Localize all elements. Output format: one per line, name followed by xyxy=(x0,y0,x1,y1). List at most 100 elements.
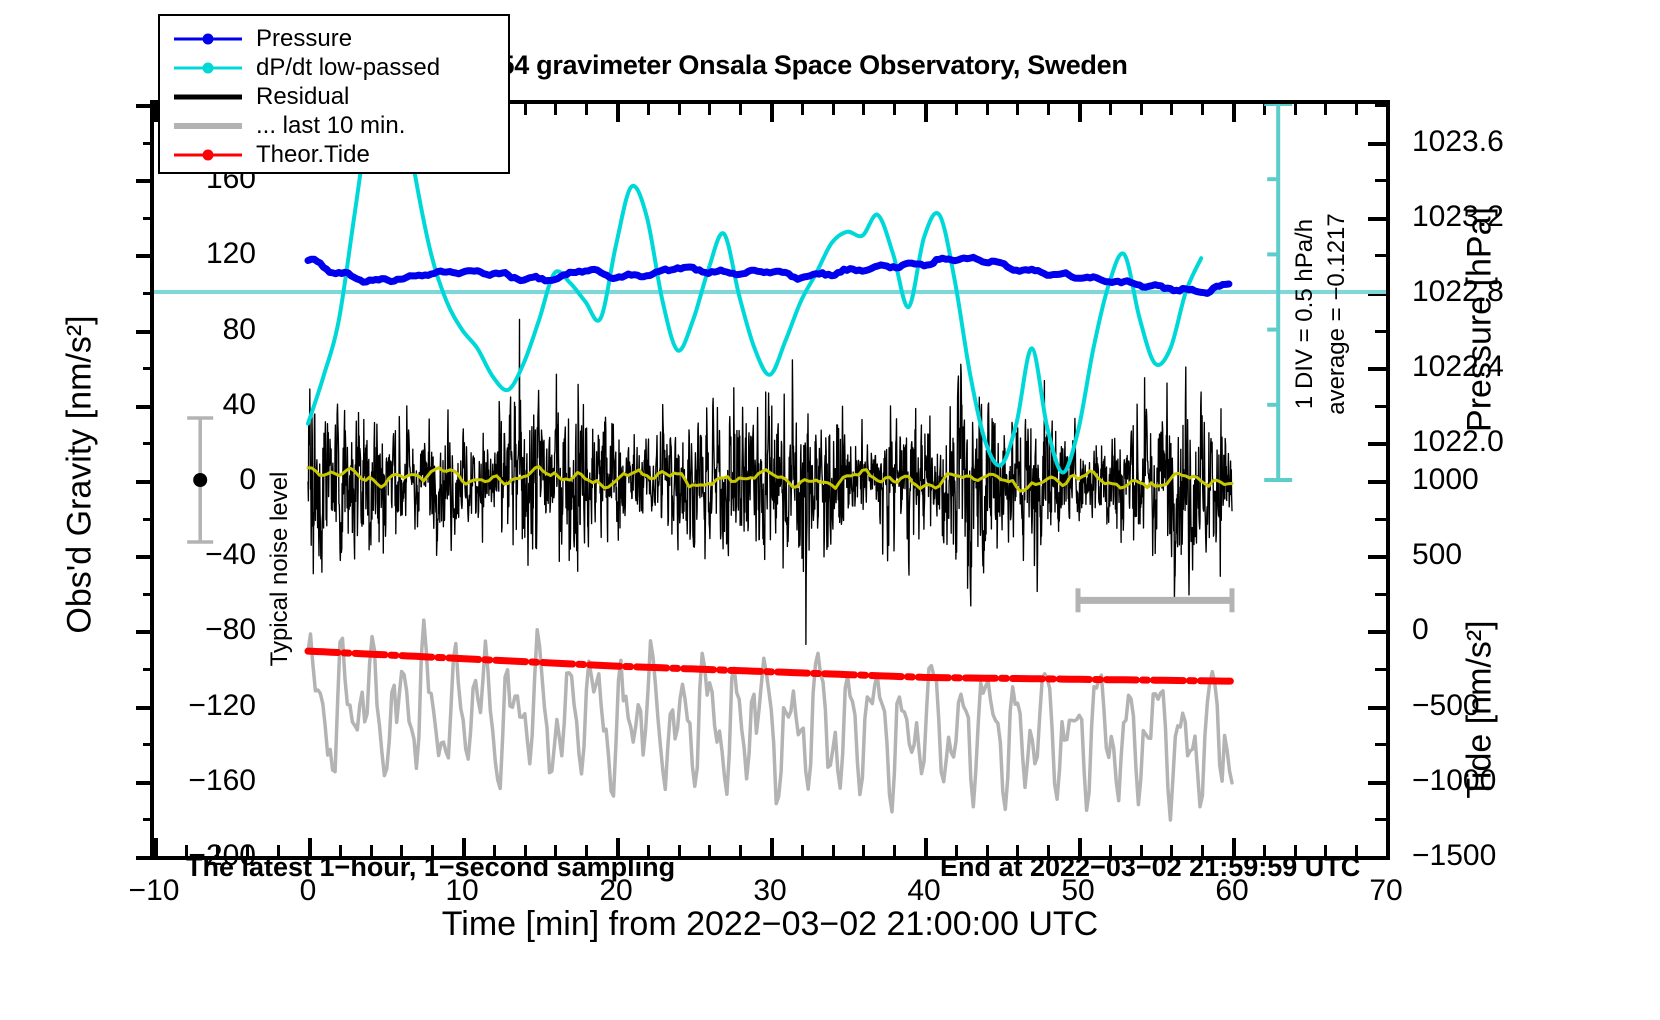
data-series-svg xyxy=(154,104,1386,822)
pressure-tick xyxy=(1368,216,1386,221)
y-ticklabel: 80 xyxy=(222,312,256,346)
x-axis-label: Time [min] from 2022−03−02 21:00:00 UTC xyxy=(441,905,1099,943)
tide-tick xyxy=(1368,555,1386,560)
y-ticklabel: −80 xyxy=(205,613,256,647)
x-tick-minor xyxy=(585,845,589,856)
x-ticklabel: 50 xyxy=(1061,874,1095,907)
x-tick-major-top xyxy=(924,104,928,122)
annotation-div-scale: 1 DIV = 0.5 hPa/h xyxy=(1291,218,1318,410)
x-ticklabel: 70 xyxy=(1369,874,1403,907)
y-tick-major xyxy=(136,705,154,710)
legend-swatch-icon xyxy=(174,145,242,165)
y-tick-minor-right xyxy=(1375,179,1386,183)
x-tick-minor xyxy=(954,845,958,856)
series-dpdt-lowpassed xyxy=(306,104,1204,475)
y-tick-major xyxy=(136,254,154,259)
x-tick-minor-top xyxy=(646,104,650,115)
y-ticklabel: −120 xyxy=(188,688,256,722)
x-tick-minor-top xyxy=(554,104,558,115)
y-ticklabel: −160 xyxy=(188,763,256,797)
x-tick-minor xyxy=(400,845,404,856)
plot-frame xyxy=(136,100,1390,860)
x-tick-major xyxy=(616,838,620,856)
series-theoretical-tide xyxy=(304,647,1236,685)
series-residual xyxy=(307,318,1233,646)
series-pressure xyxy=(304,253,1233,297)
x-tick-minor xyxy=(1293,845,1297,856)
y-tick-minor-right xyxy=(1375,254,1386,258)
y-tick-minor-right xyxy=(1375,818,1386,822)
legend-swatch-icon xyxy=(174,87,242,107)
series-last-10-min xyxy=(306,618,1234,822)
x-tick-minor xyxy=(1170,845,1174,856)
x-tick-minor-top xyxy=(1047,104,1051,115)
y-tick-minor xyxy=(143,292,154,295)
legend-item-3[interactable]: ... last 10 min. xyxy=(160,111,508,140)
legend-item-0[interactable]: Pressure xyxy=(160,24,508,53)
y-tick-major xyxy=(136,329,154,334)
x-tick-major xyxy=(770,838,774,856)
x-tick-minor xyxy=(277,845,281,856)
x-tick-minor-top xyxy=(862,104,866,115)
x-tick-minor xyxy=(1047,845,1051,856)
x-tick-minor-top xyxy=(585,104,589,115)
x-tick-minor xyxy=(893,845,897,856)
x-ticklabel: 20 xyxy=(599,874,633,907)
y-tick-major xyxy=(136,104,154,108)
pressure-ticklabel: 1022.8 xyxy=(1412,275,1504,308)
annotation-end-time: End at 2022−03−02 21:59:59 UTC xyxy=(940,852,1361,882)
y-ticklabel: −40 xyxy=(205,538,256,572)
y-tick-minor-right xyxy=(1375,404,1386,408)
tide-ticklabel: 0 xyxy=(1412,613,1429,647)
tide-ticklabel: −1500 xyxy=(1412,839,1497,872)
legend-label: Pressure xyxy=(256,24,353,52)
x-tick-minor xyxy=(1201,845,1205,856)
x-tick-major xyxy=(154,838,158,856)
x-tick-minor xyxy=(708,845,712,856)
x-tick-major-top xyxy=(154,104,158,122)
x-tick-minor-top xyxy=(985,104,989,115)
x-tick-minor xyxy=(646,845,650,856)
x-ticklabel: 60 xyxy=(1215,874,1249,907)
x-tick-minor-top xyxy=(831,104,835,115)
x-ticklabel: −10 xyxy=(128,874,180,907)
y-tick-minor xyxy=(143,216,154,220)
x-tick-minor xyxy=(677,845,681,856)
x-tick-minor-top xyxy=(893,104,897,115)
y-axis-label-gravity: Obs'd Gravity [nm/s²] xyxy=(60,315,99,634)
x-tick-minor-top xyxy=(1170,104,1174,115)
x-tick-minor-top xyxy=(800,104,804,115)
legend[interactable]: Pressure dP/dt low-passed Residual... last… xyxy=(158,14,510,174)
x-tick-minor-top xyxy=(1016,104,1020,115)
pressure-tick xyxy=(1368,367,1386,372)
x-tick-minor xyxy=(831,845,835,856)
x-ticklabel: 30 xyxy=(753,874,787,907)
y-tick-minor-right xyxy=(1375,104,1386,107)
legend-label: dP/dt low-passed xyxy=(256,53,441,81)
x-tick-minor xyxy=(985,845,989,856)
y-tick-minor xyxy=(143,367,154,371)
x-tick-minor-top xyxy=(677,104,681,115)
y-tick-minor-right xyxy=(1375,743,1386,747)
x-tick-minor xyxy=(1355,845,1359,856)
x-tick-major xyxy=(462,838,466,856)
legend-label: ... last 10 min. xyxy=(256,111,406,139)
x-tick-minor xyxy=(369,845,373,856)
annotation-sampling: The latest 1−hour, 1−second sampling xyxy=(186,852,676,882)
series-residual-lowpassed xyxy=(306,465,1234,493)
y-tick-major xyxy=(136,555,154,560)
x-tick-major-top xyxy=(1232,104,1236,122)
x-tick-minor xyxy=(1139,845,1143,856)
tide-tick xyxy=(1368,780,1386,785)
x-tick-minor xyxy=(1324,845,1328,856)
pressure-ticklabel: 1022.0 xyxy=(1412,425,1504,459)
y-tick-major xyxy=(136,480,154,484)
x-tick-major xyxy=(1078,838,1082,856)
legend-item-4[interactable]: Theor.Tide xyxy=(160,140,508,169)
legend-item-2[interactable]: Residual xyxy=(160,82,508,111)
x-tick-minor-top xyxy=(708,104,712,115)
y-tick-minor-right xyxy=(1375,329,1386,333)
annotation-noise-level: Typical noise level xyxy=(266,471,293,667)
legend-item-1[interactable]: dP/dt low-passed xyxy=(160,53,508,82)
